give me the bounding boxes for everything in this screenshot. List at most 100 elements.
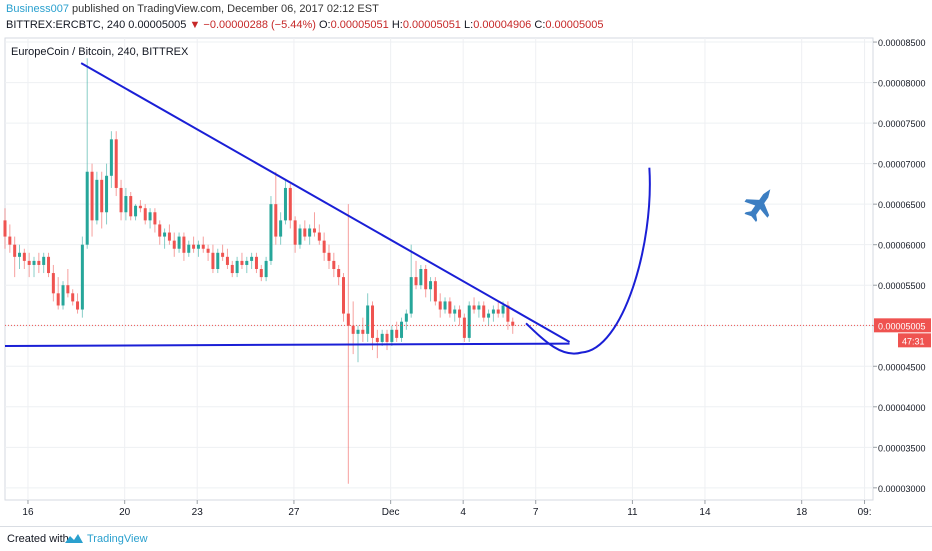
candle-body (385, 333, 389, 342)
candle-body (42, 256, 46, 265)
time-tick-label: Dec (382, 507, 400, 518)
candle-body (429, 281, 433, 290)
candle-body (327, 252, 331, 261)
candle-body (119, 187, 123, 213)
candle-body (400, 321, 404, 338)
candle-body (264, 260, 268, 278)
candle-body (409, 277, 413, 314)
candle-body (351, 325, 355, 334)
time-axis[interactable]: 16 20 23 27 Dec 4 7 11 14 18 09: (22, 500, 871, 518)
candle-body (448, 301, 452, 314)
candle-body (380, 333, 384, 342)
candle-body (225, 256, 229, 265)
candle-body (274, 204, 278, 237)
time-tick-label: 18 (796, 507, 808, 518)
candle-body (487, 313, 491, 318)
candle-body (366, 305, 370, 334)
candle-body (148, 212, 152, 221)
price-tick-label: 0.00004500 (878, 362, 926, 372)
author-link[interactable]: Business007 (6, 3, 69, 15)
candle-body (27, 260, 31, 265)
price-tick-label: 0.00003000 (878, 484, 926, 494)
candle-body (196, 244, 200, 249)
candle-body (419, 269, 423, 286)
price-tick-label: 0.00007000 (878, 160, 926, 170)
candle-body (322, 240, 326, 253)
candle-body (32, 260, 36, 265)
tradingview-link[interactable]: TradingView (87, 533, 148, 545)
ohlc-line: BITTREX:ERCBTC, 240 0.00005005 ▼ −0.0000… (6, 18, 604, 32)
open-key: O: (319, 19, 331, 31)
candle-body (85, 171, 89, 245)
candle-body (163, 232, 167, 237)
candle-body (172, 240, 176, 249)
time-tick-label: 4 (460, 507, 466, 518)
candle-body (235, 260, 239, 274)
close-value: 0.00005005 (545, 19, 604, 31)
candle-body (491, 309, 495, 314)
candle-body (308, 228, 312, 237)
footer: Created with TradingView (0, 526, 932, 551)
price-tick-label: 0.00007500 (878, 119, 926, 129)
price-tick-label: 0.00003500 (878, 443, 926, 453)
candle-body (346, 313, 350, 326)
candle-body (496, 309, 500, 314)
plot-area (4, 37, 874, 501)
time-tick-label: 20 (119, 507, 131, 518)
candle-body (143, 208, 147, 221)
high-value: 0.00005051 (402, 19, 461, 31)
candle-body (443, 301, 447, 310)
support-line (4, 342, 570, 347)
price-axis[interactable]: 0.00003000 0.00003500 0.00004000 0.00004500… (873, 38, 931, 494)
candle-body (13, 244, 17, 257)
price-tick-label: 0.00008500 (878, 38, 926, 48)
candle-body (105, 175, 109, 213)
candle-body (269, 204, 273, 261)
countdown-tag (898, 333, 931, 348)
candle-body (90, 171, 94, 221)
candle-body (109, 139, 113, 176)
candle-body (482, 305, 486, 318)
tradingview-logo-icon[interactable] (64, 533, 84, 545)
candle-body (356, 329, 360, 334)
candle-body (361, 329, 365, 334)
candle-body (37, 260, 41, 265)
candle-body (114, 139, 118, 188)
time-tick-label: 11 (627, 507, 638, 518)
time-tick-label: 09: (858, 507, 872, 518)
candle-body (390, 329, 394, 342)
price-tick-label: 0.00006500 (878, 200, 926, 210)
last-price-tag (874, 318, 931, 333)
candle-body (453, 309, 457, 314)
candle-body (18, 252, 22, 257)
candle-body (472, 305, 476, 310)
candle-body (153, 212, 157, 225)
candle-body (467, 305, 471, 338)
candle-body (293, 220, 297, 245)
candle-body (375, 337, 379, 342)
open-value: 0.00005051 (330, 19, 389, 31)
candle-body (167, 232, 171, 241)
candle-body (216, 252, 220, 269)
price-chart[interactable]: 0.00003000 0.00003500 0.00004000 0.00004500… (0, 36, 932, 526)
jet-icon (744, 189, 771, 222)
published-text: published on TradingView.com, December 0… (69, 3, 379, 15)
candle-body (288, 187, 292, 221)
candle-body (230, 264, 234, 274)
candle-body (501, 305, 505, 314)
candle-body (71, 293, 75, 302)
candle-body (240, 260, 244, 265)
candle-body (124, 196, 128, 213)
candle-body (192, 244, 196, 249)
candle-body (134, 205, 138, 217)
candle-body (3, 220, 7, 237)
grid (5, 38, 873, 500)
candles (3, 58, 515, 484)
candle-body (187, 244, 191, 253)
change-label: ▼ −0.00000288 (−5.44%) (189, 19, 316, 31)
high-key: H: (391, 19, 403, 31)
candle-body (8, 236, 12, 245)
candle-body (337, 269, 341, 278)
last-price-label: 0.00005005 (128, 19, 187, 31)
drawings (4, 62, 873, 355)
